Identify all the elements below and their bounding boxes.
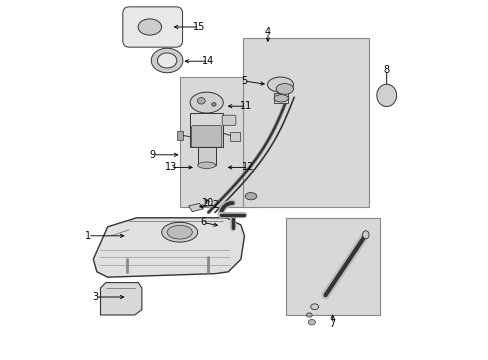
Ellipse shape [244, 193, 256, 200]
Bar [242, 38, 368, 207]
Polygon shape [93, 218, 244, 277]
Text: 11: 11 [240, 101, 252, 111]
Text: 2: 2 [212, 200, 218, 210]
Text: 12: 12 [242, 162, 254, 172]
Bar [190, 113, 223, 147]
Ellipse shape [190, 92, 223, 113]
Bar [179, 77, 257, 207]
Text: 1: 1 [84, 231, 91, 241]
Text: 3: 3 [92, 292, 98, 302]
Ellipse shape [306, 313, 311, 317]
Text: 6: 6 [200, 217, 206, 228]
Ellipse shape [362, 231, 368, 239]
Ellipse shape [167, 225, 192, 239]
Ellipse shape [138, 19, 161, 35]
Polygon shape [101, 283, 142, 315]
Ellipse shape [157, 53, 177, 68]
Text: 10: 10 [202, 198, 214, 208]
Ellipse shape [162, 222, 197, 242]
Ellipse shape [307, 320, 315, 325]
Text: 4: 4 [264, 27, 270, 37]
Text: 7: 7 [329, 319, 335, 329]
Ellipse shape [151, 48, 183, 73]
FancyBboxPatch shape [191, 126, 222, 147]
Polygon shape [188, 203, 203, 212]
Polygon shape [230, 132, 239, 141]
Bar [197, 147, 215, 165]
Ellipse shape [273, 95, 288, 102]
Text: 14: 14 [202, 56, 214, 66]
FancyBboxPatch shape [122, 7, 182, 47]
Ellipse shape [211, 103, 216, 106]
Ellipse shape [276, 84, 293, 94]
Text: 9: 9 [149, 150, 156, 160]
Text: 8: 8 [383, 65, 389, 75]
Ellipse shape [376, 84, 396, 107]
Ellipse shape [267, 77, 293, 92]
Ellipse shape [197, 98, 205, 104]
Text: 15: 15 [193, 22, 205, 32]
Text: 5: 5 [241, 76, 247, 86]
Ellipse shape [197, 162, 215, 168]
Ellipse shape [310, 304, 318, 310]
Bar [285, 218, 379, 315]
Bar [177, 131, 183, 140]
FancyBboxPatch shape [222, 115, 235, 125]
Bar [273, 93, 288, 103]
Text: 13: 13 [164, 162, 177, 172]
